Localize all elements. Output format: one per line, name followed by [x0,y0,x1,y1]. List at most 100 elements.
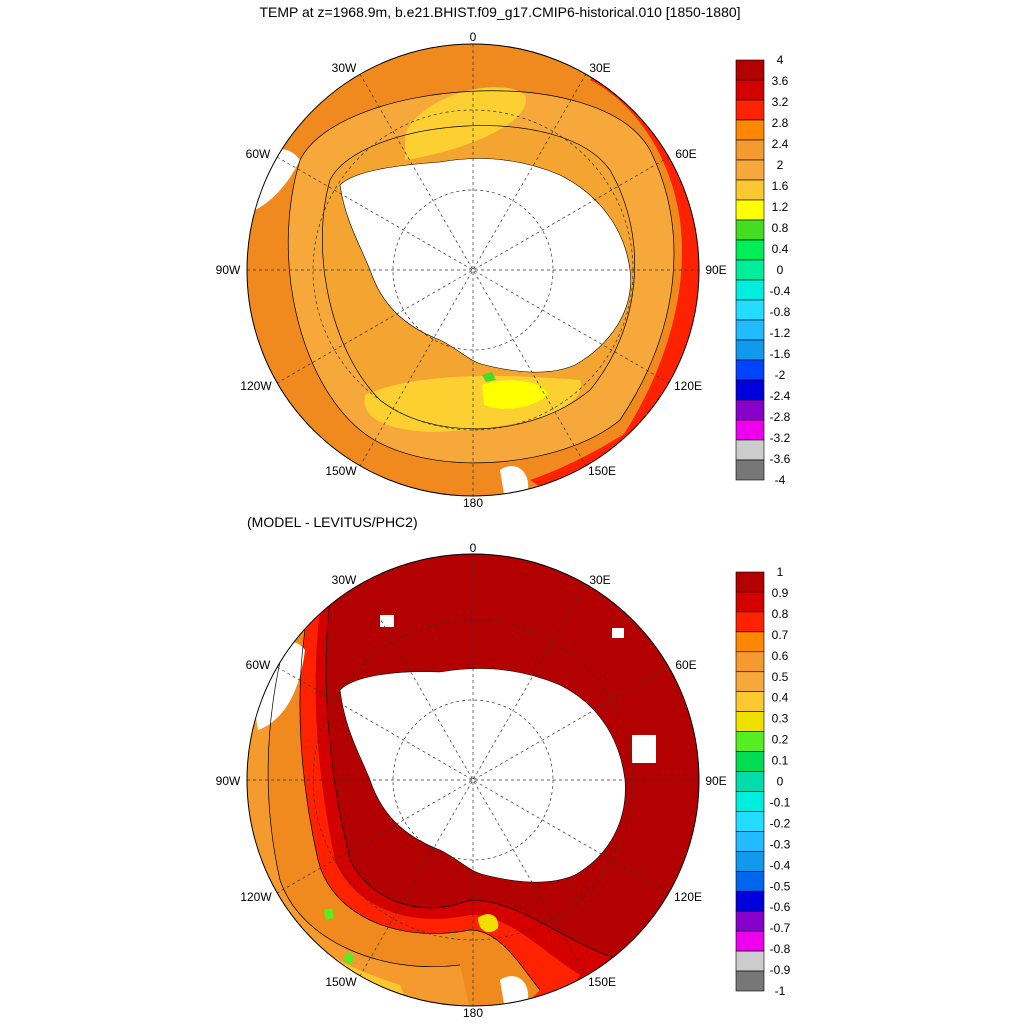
top-colorbar-box [735,459,765,481]
top-colorbar-box [735,139,765,161]
top-colorbar-label: -4 [775,473,786,487]
bottom-colorbar-label: -0.8 [770,942,791,956]
top-colorbar-label: 3.2 [772,95,789,109]
top-colorbar-label: 0.8 [772,221,789,235]
top-lon-150e: 150E [588,464,616,478]
top-lon-120e: 120E [674,379,702,393]
bottom-colorbar-label: -0.1 [770,795,791,809]
bottom-colorbar-box [735,651,765,673]
top-colorbar-box [735,159,765,181]
top-colorbar-label: 0 [777,263,784,277]
top-colorbar-label: -1.6 [770,347,791,361]
bottom-yellow-patch [478,914,499,933]
top-colorbar-box [735,99,765,121]
bottom-colorbar-label: 0.7 [772,628,789,642]
top-colorbar-box [735,299,765,321]
top-lon-90w: 90W [216,263,241,277]
bottom-colorbar-box [735,811,765,832]
bottom-colorbar-label: -1 [775,984,786,998]
bottom-colorbar: 1 0.9 0.8 0.7 0.6 0.5 0.4 0.3 0.2 0.1 0 -0.1 -0.2 -0.… [735,565,791,998]
top-map [247,44,699,496]
bottom-colorbar-label: -0.6 [770,900,791,914]
top-colorbar-box [735,419,765,441]
bottom-colorbar-box [735,910,765,932]
top-colorbar-box [735,219,765,241]
bottom-colorbar-box [735,771,765,792]
top-lon-150w: 150W [325,464,357,478]
top-colorbar-box [735,359,765,381]
bottom-colorbar-label: 1 [777,565,784,579]
top-lon-90e: 90E [705,263,726,277]
top-colorbar-label: -3.2 [770,431,791,445]
bottom-title: (MODEL - LEVITUS/PHC2) [247,514,418,530]
bottom-lon-120e: 120E [674,890,702,904]
top-colorbar-box [735,279,765,301]
top-graticule [247,44,699,496]
top-lon-0: 0 [470,30,477,44]
top-colorbar-label: -0.4 [770,284,791,298]
top-contours [287,90,675,464]
top-colorbar-label: -2.4 [770,389,791,403]
top-lon-30w: 30W [332,61,357,75]
bottom-colorbar-label: 0.1 [772,754,789,768]
bottom-colorbar-box [735,751,765,772]
bottom-colorbar-label: -0.5 [770,879,791,893]
bottom-colorbar-box [735,611,765,633]
top-colorbar: 4 3.6 3.2 2.8 2.4 2 1.6 1.2 0.8 0.4 0 -0.4 -0.8 -1.2 -… [735,53,791,487]
top-colorbar-label: 0.4 [772,242,789,256]
top-band-yellow [482,380,548,409]
bottom-colorbar-label: 0.5 [772,670,789,684]
bottom-panel: (MODEL - LEVITUS/PHC2) [216,514,791,1020]
top-colorbar-label: 2.8 [772,116,789,130]
bottom-colorbar-label: 0.4 [772,691,789,705]
top-colorbar-label: -0.8 [770,305,791,319]
bottom-lon-90w: 90W [216,774,241,788]
bottom-lon-30w: 30W [332,573,357,587]
bottom-colorbar-box [735,851,765,872]
top-colorbar-box [735,179,765,201]
top-panel: TEMP at z=1968.9m, b.e21.BHIST.f09_g17.C… [216,4,791,510]
bottom-colorbar-label: -0.3 [770,837,791,851]
bottom-colorbar-box [735,631,765,653]
top-colorbar-label: 2.4 [772,137,789,151]
top-colorbar-box [735,319,765,341]
top-colorbar-label: -2 [775,368,786,382]
top-colorbar-box [735,199,765,221]
top-colorbar-box [735,79,765,101]
bottom-lon-30e: 30E [589,573,610,587]
top-lon-30e: 30E [589,61,610,75]
top-colorbar-label: -1.2 [770,326,791,340]
bottom-longitude-labels: 0 30E 60E 90E 120E 150E 180 150W 120W 90… [216,541,727,1020]
bottom-band-06 [247,560,540,1006]
top-lon-60e: 60E [675,147,696,161]
top-colorbar-box [735,239,765,261]
top-colorbar-box [735,119,765,141]
bottom-colorbar-box [735,870,765,892]
bottom-ice-patches [380,615,656,763]
top-longitude-labels: 0 30E 60E 90E 120E 150E 180 150W 120W 90… [216,30,727,510]
bottom-lon-60e: 60E [675,658,696,672]
bottom-lon-180: 180 [463,1006,483,1020]
bottom-colorbar-box [735,591,765,613]
bottom-green-spot-a [324,908,334,920]
bottom-colorbar-label: -0.2 [770,816,791,830]
bottom-colorbar-box [735,671,765,693]
bottom-graticule [247,554,699,1006]
bottom-contours [267,599,621,991]
top-lon-120w: 120W [240,379,272,393]
top-colorbar-label: 2 [777,158,784,172]
top-map-border [246,43,700,497]
bottom-lon-60w: 60W [246,658,271,672]
bottom-colorbar-box [735,731,765,752]
top-colorbar-box [735,379,765,401]
top-colorbar-box [735,399,765,421]
top-green-spot [482,372,496,382]
top-colorbar-label: -3.6 [770,452,791,466]
bottom-colorbar-label: 0.9 [772,586,789,600]
top-colorbar-box [735,339,765,361]
bottom-lon-150e: 150E [588,975,616,989]
bottom-lon-120w: 120W [240,890,272,904]
top-lon-180: 180 [463,496,483,510]
top-colorbar-label: 4 [777,53,784,67]
bottom-colorbar-label: 0.6 [772,649,789,663]
